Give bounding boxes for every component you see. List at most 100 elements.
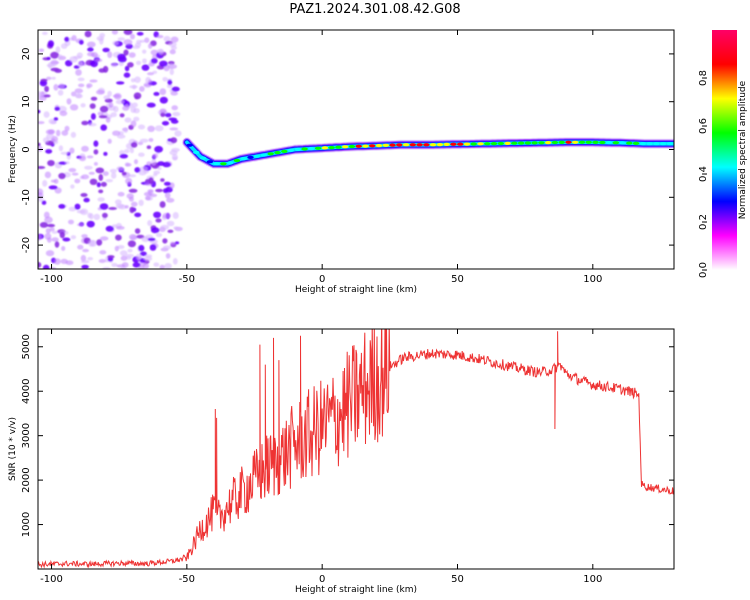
spectrogram-noise-cell — [150, 49, 159, 56]
spectrogram-noise-cell — [96, 182, 101, 188]
spectrogram-ridge-cell — [538, 141, 545, 145]
spectrogram-noise-cell — [153, 262, 160, 267]
snr-chart: -100 -50 0 50 100 1000 2000 3000 4000 5000 Heigh… — [8, 328, 675, 595]
spectrogram-noise-cell — [44, 171, 52, 179]
spectrogram-ridge-cell — [572, 140, 579, 144]
colorbar-ticks: 0.0 0.2 0.4 0.6 0.8 — [698, 70, 709, 278]
spectrogram-noise-cell — [93, 162, 98, 166]
spectrogram-noise-cell — [58, 145, 64, 152]
spectrogram-noise-cell — [50, 51, 59, 59]
spectrogram-noise-cell — [53, 84, 59, 91]
spectrogram-ridge-cell — [457, 142, 464, 146]
spectrogram-noise-cell — [60, 151, 69, 155]
spectrogram-noise-cell — [161, 121, 170, 126]
spectrogram-noise-cell — [134, 76, 141, 83]
spectrogram-noise-cell — [82, 248, 89, 253]
spectrogram-ridge-cell — [260, 153, 268, 157]
spectrogram-ridge-cell — [375, 144, 383, 148]
spectrogram-noise-cell — [130, 142, 138, 148]
spectrogram-ridge-cell — [254, 154, 261, 158]
spectrogram-noise-cell — [105, 117, 111, 123]
spectrogram-noise-cell — [169, 49, 176, 55]
spectrogram-x-axis-label: Height of straight line (km) — [295, 285, 417, 295]
spectrogram-noise-cell — [162, 212, 171, 219]
spectrogram-noise-cell — [151, 158, 157, 166]
spectrogram-noise-cell — [70, 131, 77, 138]
spectrogram-noise-cell — [108, 101, 114, 108]
spectrogram-noise-cell — [121, 171, 127, 176]
spectrogram-noise-cell — [71, 172, 79, 176]
spectrogram-noise-cell — [159, 96, 168, 104]
spectrogram-noise-cell — [162, 245, 172, 250]
spectrogram-noise-cell — [128, 52, 136, 58]
spectrogram-noise-cell — [134, 228, 141, 234]
spectrogram-noise-cell — [103, 95, 110, 100]
spectrogram-noise-cell — [74, 178, 81, 184]
spectrogram-noise-cell — [139, 166, 148, 171]
spectrogram-ridge-cell — [497, 141, 504, 146]
spectrogram-noise-cell — [69, 147, 75, 154]
spectrogram-ridge-cell — [199, 156, 207, 160]
snr-y-axis-label: SNR (10 * v/v) — [8, 417, 18, 481]
spectrogram-noise-cell — [131, 102, 138, 108]
spectrogram-noise-cell — [170, 36, 179, 43]
spectrogram-noise-cell — [54, 106, 61, 111]
spectrogram-noise-cell — [97, 197, 105, 202]
spectrogram-noise-cell — [157, 161, 165, 167]
spectrogram-ridge-cell — [477, 142, 484, 146]
snr-x-axis-label: Height of straight line (km) — [295, 585, 417, 595]
spectrogram-noise-cell — [170, 91, 178, 96]
spectrogram-noise-cell — [129, 206, 135, 214]
spectrogram-noise-cell — [117, 191, 125, 197]
spectrogram-noise-cell — [54, 241, 60, 248]
spectrogram-noise-cell — [125, 177, 133, 185]
spectrogram-ridge-cell — [206, 160, 214, 164]
spectrogram-ridge-cell — [463, 142, 471, 146]
spectrogram-noise-cell — [134, 167, 141, 173]
spectrogram-noise-cell — [90, 60, 98, 68]
spectrogram-noise-cell — [128, 174, 137, 178]
spectrogram-noise-cell — [125, 163, 132, 167]
spectrogram-noise-cell — [165, 253, 171, 259]
snr-frame — [37, 328, 675, 570]
spectrogram-noise-cell — [93, 213, 101, 221]
spectrogram-noise-cell — [64, 125, 70, 132]
spectrogram-ridge-cell — [443, 142, 450, 146]
spectrogram-noise-cell — [60, 43, 68, 49]
spectrogram-noise-cell — [74, 88, 84, 94]
spectrogram-noise-cell — [57, 89, 64, 96]
spectrogram-ridge-cell — [531, 141, 538, 145]
spectrogram-noise-cell — [162, 77, 168, 82]
spectrogram-noise-cell — [80, 254, 87, 262]
spectrogram-noise-cell — [138, 170, 147, 176]
spectrogram-noise-cell — [77, 77, 85, 82]
spectrogram-noise-cell — [96, 89, 105, 95]
spectrogram-ridge-cell — [639, 142, 647, 146]
spectrogram-noise-cell — [163, 181, 171, 186]
spectrogram-ridge-cell — [504, 141, 511, 145]
spectrogram-noise-cell — [153, 173, 158, 177]
spectrogram-noise-cell — [135, 253, 142, 260]
spectrogram-noise-cell — [139, 138, 149, 143]
spectrogram-noise-cell — [84, 30, 92, 38]
spectrogram-ridge-cell — [626, 141, 633, 145]
spectrogram-noise-cell — [87, 212, 92, 219]
spectrogram-noise-layer — [38, 30, 183, 269]
spectrogram-noise-cell — [80, 193, 88, 197]
spectrogram-noise-cell — [98, 68, 106, 73]
spectrogram-noise-cell — [99, 236, 109, 241]
spectrogram-noise-cell — [78, 155, 87, 162]
spectrogram-noise-cell — [99, 250, 107, 255]
spectrogram-noise-cell — [109, 168, 117, 173]
spectrogram-noise-cell — [148, 138, 154, 142]
spectrogram-noise-cell — [110, 112, 117, 118]
spectrogram-noise-cell — [42, 264, 50, 269]
spectrogram-noise-cell — [66, 98, 72, 105]
spectrogram-ridge-cell — [470, 142, 477, 146]
spectrogram-ridge-cell — [450, 142, 457, 146]
spectrogram-noise-cell — [86, 83, 93, 88]
y-tick-label: 3000 — [21, 423, 32, 448]
spectrogram-noise-cell — [167, 229, 174, 233]
spectrogram-noise-cell — [124, 65, 130, 72]
spectrogram-noise-cell — [172, 111, 181, 117]
